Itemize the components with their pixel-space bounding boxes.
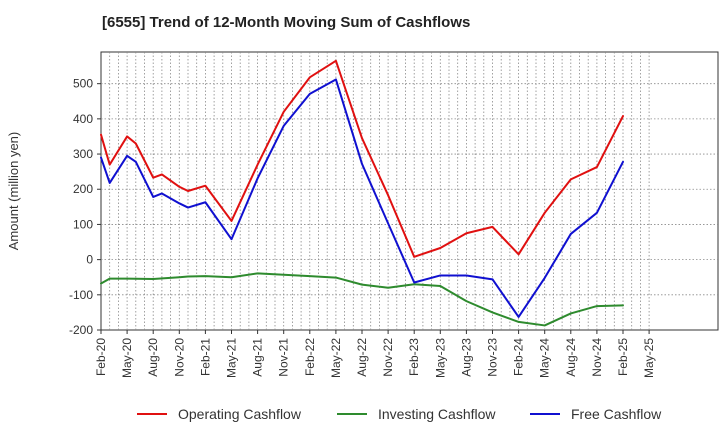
x-tick-label: Aug-21: [251, 338, 265, 377]
y-tick-label: 400: [73, 112, 93, 126]
series-line-operating-cashflow: [100, 59, 624, 258]
x-tick-label: May-25: [642, 338, 656, 378]
y-axis-label: Amount (million yen): [6, 132, 21, 251]
x-tick-label: Nov-22: [381, 338, 395, 377]
x-tick-label: Nov-20: [172, 338, 186, 377]
x-tick-label: Feb-20: [94, 338, 108, 376]
x-tick-label: Nov-21: [277, 338, 291, 377]
legend-label: Investing Cashflow: [378, 406, 496, 422]
x-tick-label: May-23: [433, 338, 447, 378]
y-tick-label: 100: [73, 217, 93, 231]
y-tick-label: 300: [73, 147, 93, 161]
y-tick-label: 200: [73, 182, 93, 196]
x-tick-label: May-21: [225, 338, 239, 378]
x-tick-label: Feb-25: [616, 338, 630, 376]
x-tick-label: Aug-23: [459, 338, 473, 377]
x-tick-label: Nov-23: [486, 338, 500, 377]
plot-area: [100, 51, 719, 331]
series-line-investing-cashflow: [100, 272, 624, 327]
x-tick-label: May-20: [120, 338, 134, 378]
y-tick-label: 500: [73, 77, 93, 91]
x-tick-label: Feb-23: [407, 338, 421, 376]
x-tick-label: Feb-22: [303, 338, 317, 376]
legend-label: Operating Cashflow: [178, 406, 302, 422]
x-tick-label: Aug-24: [564, 338, 578, 377]
series-line-free-cashflow: [100, 78, 624, 318]
y-tick-label: -200: [69, 323, 93, 337]
x-tick-label: Nov-24: [590, 338, 604, 377]
x-tick-label: Feb-21: [198, 338, 212, 376]
x-tick-label: May-24: [538, 338, 552, 378]
x-tick-label: Feb-24: [512, 338, 526, 376]
x-tick-label: Aug-22: [355, 338, 369, 377]
x-tick-label: May-22: [329, 338, 343, 378]
x-tick-label: Aug-20: [146, 338, 160, 377]
y-tick-label: -100: [69, 288, 93, 302]
legend-label: Free Cashflow: [571, 406, 662, 422]
chart-title: [6555] Trend of 12-Month Moving Sum of C…: [102, 14, 471, 31]
y-tick-label: 0: [86, 253, 93, 267]
